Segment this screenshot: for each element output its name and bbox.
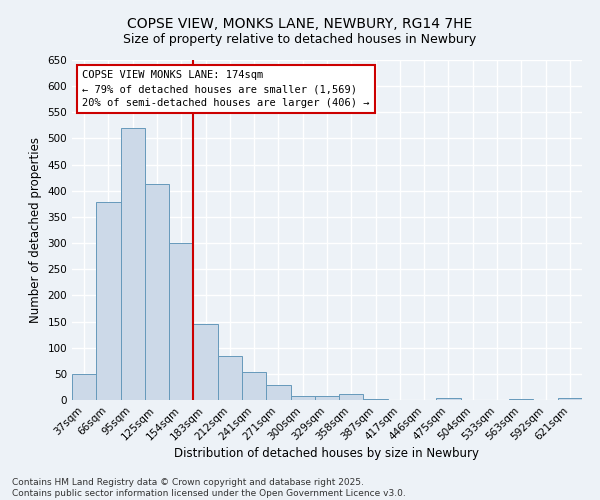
Bar <box>242 372 266 400</box>
Text: Contains HM Land Registry data © Crown copyright and database right 2025.
Contai: Contains HM Land Registry data © Crown c… <box>12 478 406 498</box>
Bar <box>339 394 364 400</box>
Bar <box>558 398 582 400</box>
Bar <box>193 324 218 400</box>
Bar <box>315 396 339 400</box>
X-axis label: Distribution of detached houses by size in Newbury: Distribution of detached houses by size … <box>175 448 479 460</box>
Bar <box>290 396 315 400</box>
Bar <box>169 243 193 400</box>
Bar <box>96 202 121 400</box>
Text: COPSE VIEW, MONKS LANE, NEWBURY, RG14 7HE: COPSE VIEW, MONKS LANE, NEWBURY, RG14 7H… <box>127 18 473 32</box>
Bar <box>121 128 145 400</box>
Bar <box>145 184 169 400</box>
Text: Size of property relative to detached houses in Newbury: Size of property relative to detached ho… <box>124 32 476 46</box>
Bar <box>266 386 290 400</box>
Bar <box>72 374 96 400</box>
Text: COPSE VIEW MONKS LANE: 174sqm
← 79% of detached houses are smaller (1,569)
20% o: COPSE VIEW MONKS LANE: 174sqm ← 79% of d… <box>82 70 370 108</box>
Bar <box>436 398 461 400</box>
Bar <box>218 356 242 400</box>
Y-axis label: Number of detached properties: Number of detached properties <box>29 137 42 323</box>
